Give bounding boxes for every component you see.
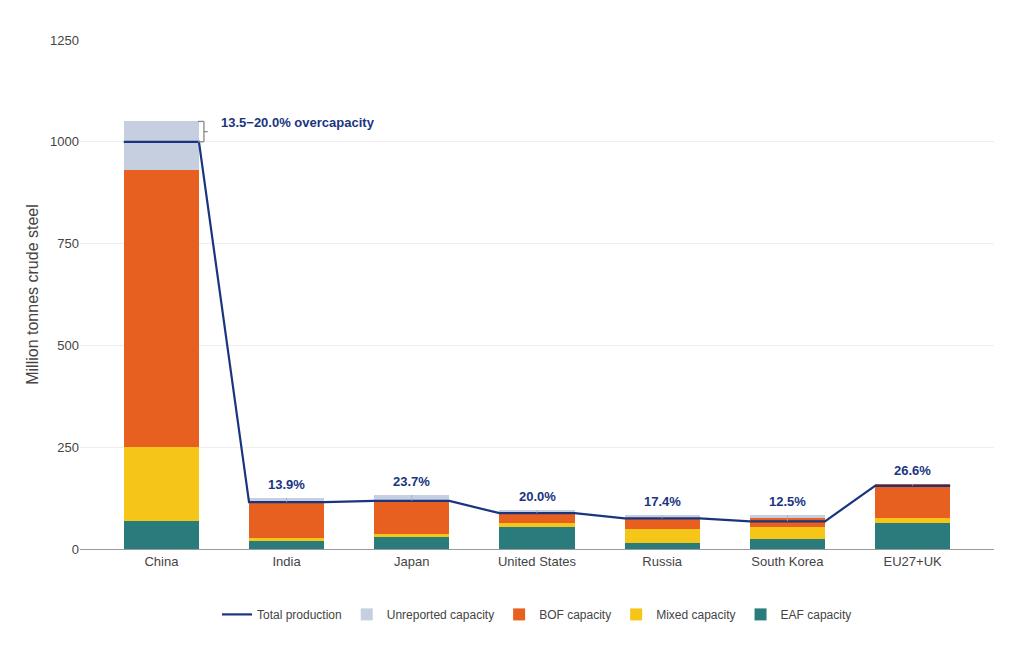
svg-text:12.5%: 12.5% bbox=[769, 494, 806, 509]
svg-text:1000: 1000 bbox=[50, 134, 79, 149]
svg-text:EU27+UK: EU27+UK bbox=[884, 554, 942, 569]
svg-text:China: China bbox=[144, 554, 179, 569]
svg-text:BOF capacity: BOF capacity bbox=[539, 608, 611, 622]
svg-text:26.6%: 26.6% bbox=[894, 463, 931, 478]
svg-text:South Korea: South Korea bbox=[751, 554, 824, 569]
svg-text:Japan: Japan bbox=[394, 554, 429, 569]
svg-text:17.4%: 17.4% bbox=[644, 494, 681, 509]
svg-text:1250: 1250 bbox=[50, 33, 79, 48]
svg-text:250: 250 bbox=[57, 440, 79, 455]
svg-text:India: India bbox=[272, 554, 301, 569]
svg-text:23.7%: 23.7% bbox=[393, 474, 430, 489]
svg-text:Unreported capacity: Unreported capacity bbox=[387, 608, 494, 622]
svg-text:500: 500 bbox=[57, 338, 79, 353]
svg-text:0: 0 bbox=[72, 542, 79, 557]
svg-text:Mixed capacity: Mixed capacity bbox=[656, 608, 735, 622]
svg-text:United States: United States bbox=[498, 554, 577, 569]
svg-text:20.0%: 20.0% bbox=[519, 489, 556, 504]
svg-text:Total production: Total production bbox=[257, 608, 342, 622]
svg-text:Million tonnes crude steel: Million tonnes crude steel bbox=[24, 204, 41, 385]
svg-text:Russia: Russia bbox=[642, 554, 683, 569]
svg-text:EAF capacity: EAF capacity bbox=[781, 608, 852, 622]
svg-text:13.9%: 13.9% bbox=[268, 477, 305, 492]
svg-text:750: 750 bbox=[57, 236, 79, 251]
svg-text:13.5−20.0% overcapacity: 13.5−20.0% overcapacity bbox=[221, 115, 375, 130]
